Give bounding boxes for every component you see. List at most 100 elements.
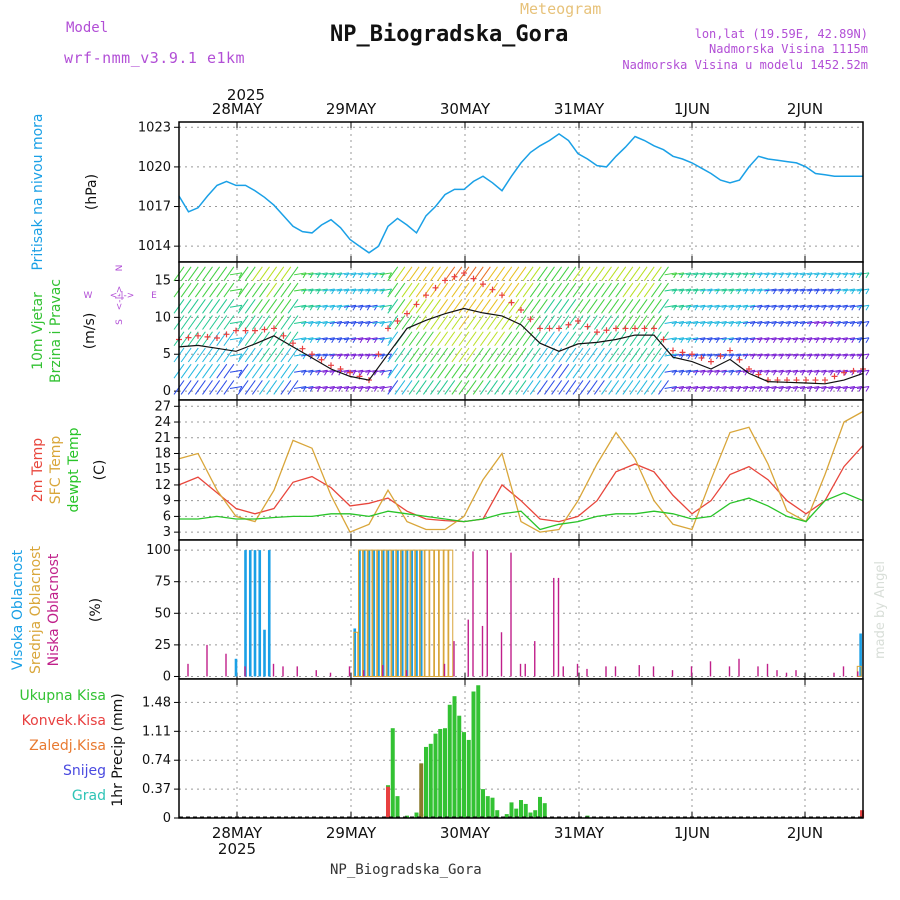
- cloud-bar: [434, 549, 439, 677]
- wind-gust-marker: [698, 354, 705, 361]
- wind-barb: [294, 272, 307, 276]
- wind-barb: [494, 331, 506, 347]
- wind-barb: [465, 363, 477, 379]
- wind-barb: [558, 380, 570, 395]
- wind-barb: [194, 315, 206, 330]
- wind-gust-marker: [736, 356, 743, 363]
- wind-barb: [586, 380, 598, 395]
- wind-barb: [608, 347, 620, 363]
- wind-barb: [678, 272, 691, 276]
- top-date-label: 30MAY: [440, 100, 491, 118]
- wind-barb: [379, 353, 392, 357]
- wind-barb: [216, 282, 228, 298]
- wind-barb: [750, 369, 763, 373]
- cloud-bar: [671, 670, 674, 677]
- wind-barb: [223, 331, 235, 347]
- wind-barb: [721, 353, 734, 357]
- wind-barb: [494, 380, 506, 395]
- cloud-bar: [372, 550, 376, 677]
- wind-barb: [451, 331, 463, 347]
- wind-barb: [501, 298, 513, 314]
- wind-barb: [714, 369, 727, 373]
- wind-barb: [757, 385, 770, 389]
- y-tick-label: 1020: [138, 160, 171, 175]
- wind-barb: [388, 353, 393, 360]
- wind-barb: [821, 304, 834, 308]
- wind-barb: [259, 298, 270, 314]
- wind-barb: [251, 282, 263, 298]
- wind-barb: [343, 337, 357, 341]
- wind-barb: [685, 272, 699, 276]
- wind-barb: [472, 282, 484, 298]
- wind-barb: [209, 266, 221, 282]
- wind-barb: [565, 315, 577, 330]
- wind-barb: [728, 337, 741, 341]
- wind-panel-background: [179, 262, 863, 400]
- wind-barb: [358, 288, 371, 292]
- wind-barb: [579, 380, 591, 395]
- wind-barb: [408, 266, 420, 282]
- wind-gust-marker: [214, 335, 220, 342]
- wind-barb: [315, 288, 328, 292]
- wind-barb: [551, 315, 563, 330]
- cloud-bar: [381, 549, 387, 677]
- wind-barb: [842, 288, 855, 292]
- wind-barb: [785, 369, 798, 373]
- wind-barb: [287, 298, 299, 314]
- y-tick-label: 0: [163, 384, 171, 399]
- y-tick-label: 10: [154, 310, 171, 325]
- wind-barb: [742, 288, 756, 292]
- pressure-ylabel: Pritisak na nivou mora: [30, 113, 46, 270]
- wind-gust-marker: [223, 331, 230, 338]
- y-tick-label: 9: [163, 494, 171, 509]
- wind-barb: [194, 282, 206, 298]
- wind-barb: [322, 353, 335, 357]
- wind-barb: [287, 315, 299, 330]
- wind-barb: [187, 347, 199, 363]
- wind-barb: [365, 353, 378, 357]
- wind-barb: [465, 347, 477, 363]
- wind-barb: [579, 347, 591, 363]
- wind-barb: [771, 385, 784, 389]
- wind-barb: [615, 282, 627, 298]
- cloud-bar: [857, 671, 859, 677]
- wind-barb: [842, 385, 855, 389]
- wind-barb: [658, 380, 669, 395]
- wind-barb: [536, 347, 548, 363]
- wind-barb: [586, 266, 598, 282]
- wind-barb: [778, 321, 791, 325]
- wind-barb: [508, 315, 520, 330]
- wind-barb: [671, 272, 684, 276]
- wind-gust-marker: [271, 325, 277, 332]
- wind-barb: [238, 353, 243, 360]
- wind-barb: [529, 363, 541, 379]
- wind-barb: [308, 353, 321, 357]
- cloud-bar: [263, 629, 266, 677]
- wind-barb: [494, 298, 506, 314]
- wind-barb: [351, 321, 364, 325]
- cloud-bar: [557, 577, 560, 677]
- wind-barb: [565, 363, 577, 379]
- wind-barb: [572, 331, 584, 347]
- wind-barb: [828, 385, 841, 389]
- wind-barb: [458, 282, 470, 298]
- wind-barb: [479, 347, 491, 363]
- wind-barb: [458, 331, 470, 347]
- wind-barb: [828, 288, 841, 292]
- cloud-bar: [776, 670, 778, 677]
- wind-barb: [465, 380, 477, 395]
- y-tick-label: 0.37: [142, 782, 171, 797]
- wind-barb: [742, 385, 756, 389]
- wind-barb: [792, 304, 805, 308]
- wind-barb: [216, 315, 228, 330]
- wind-barb: [807, 369, 820, 373]
- wind-barb: [849, 337, 862, 341]
- wind-gust-marker: [337, 366, 344, 373]
- wind-gust-marker: [641, 325, 648, 332]
- y-tick-label: 0.74: [142, 753, 171, 768]
- wind-barb: [721, 272, 734, 276]
- wind-barb: [244, 347, 256, 363]
- cloud-bar: [553, 577, 555, 677]
- wind-barb: [714, 321, 727, 325]
